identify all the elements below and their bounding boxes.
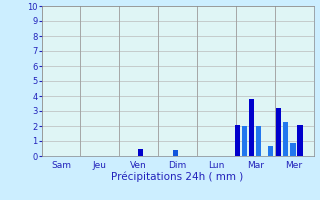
Bar <box>235 124 240 156</box>
Bar <box>249 99 254 156</box>
Bar <box>276 108 281 156</box>
Bar <box>138 148 143 156</box>
Bar <box>268 146 273 156</box>
Bar <box>291 142 296 156</box>
Bar <box>283 121 288 156</box>
Bar <box>255 126 260 156</box>
Bar <box>173 150 178 156</box>
Bar <box>298 124 302 156</box>
X-axis label: Précipitations 24h ( mm ): Précipitations 24h ( mm ) <box>111 171 244 182</box>
Bar <box>242 126 247 156</box>
